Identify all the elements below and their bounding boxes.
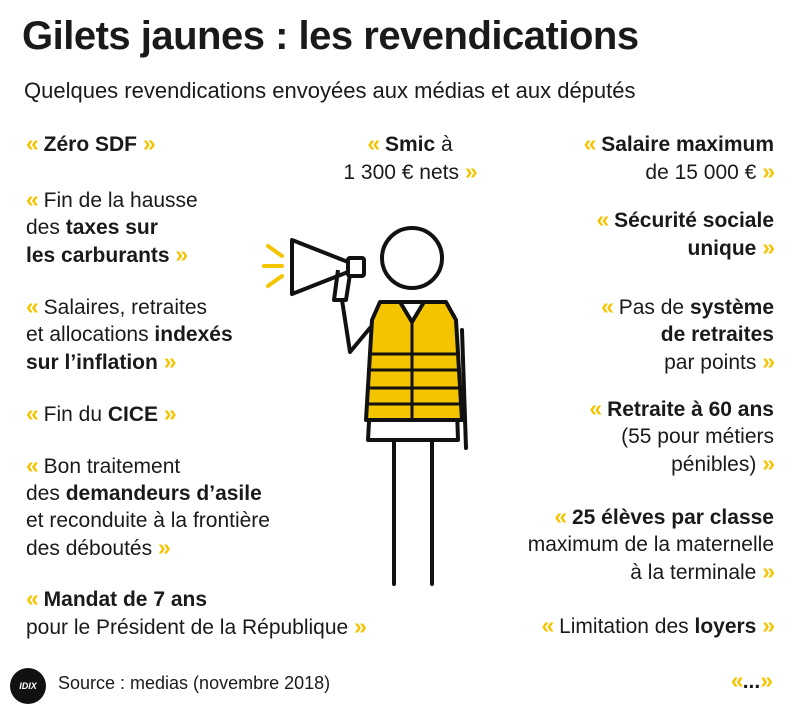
quote-close-icon: » — [157, 534, 171, 560]
quote-open-icon: « — [26, 293, 39, 319]
quote-open-icon: « — [583, 130, 597, 156]
quote-open-icon: « — [554, 503, 567, 529]
claim-asile: « Bon traitement des demandeurs d’asile … — [26, 452, 270, 560]
protester-illustration — [262, 226, 468, 586]
quote-close-icon: » — [760, 667, 773, 693]
yellow-vest — [364, 300, 464, 422]
quote-open-icon: « — [596, 206, 609, 232]
quote-open-icon: « — [730, 667, 744, 693]
quote-close-icon: » — [762, 450, 775, 476]
quote-open-icon: « — [589, 395, 602, 421]
quote-close-icon: » — [163, 348, 177, 374]
quote-close-icon: » — [762, 612, 775, 638]
claim-eleves-par-classe: « 25 élèves par classe maximum de la mat… — [527, 503, 775, 584]
source-note: Source : medias (novembre 2018) — [58, 673, 331, 693]
claim-retraite-60: « Retraite à 60 ans (55 pour métiers pén… — [589, 395, 775, 476]
claim-zero-sdf: « Zéro SDF » — [26, 130, 156, 156]
quote-open-icon: « — [541, 612, 554, 638]
claim-indexation: « Salaires, retraites et allocations ind… — [26, 293, 233, 374]
page-subtitle: Quelques revendications envoyées aux méd… — [24, 78, 636, 103]
quote-close-icon: » — [354, 613, 367, 639]
quote-close-icon: » — [142, 130, 156, 156]
quote-open-icon: « — [26, 452, 39, 478]
claim-cice: « Fin du CICE » — [26, 400, 177, 426]
claim-salaire-maximum: « Salaire maximum de 15 000 € » — [583, 130, 775, 184]
quote-open-icon: « — [601, 293, 614, 319]
head — [380, 226, 444, 290]
claim-taxes-carburants: « Fin de la hausse des taxes sur les car… — [26, 186, 198, 267]
quote-open-icon: « — [26, 186, 39, 212]
quote-close-icon: » — [762, 158, 775, 184]
quote-open-icon: « — [367, 130, 380, 156]
quote-close-icon: » — [175, 241, 188, 267]
idix-logo: IDIX — [10, 668, 46, 704]
megaphone-icon — [290, 238, 366, 302]
claim-securite-sociale: « Sécurité sociale unique » — [596, 206, 775, 260]
quote-close-icon: » — [762, 348, 775, 374]
claim-retraites-points: « Pas de système de retraites par points… — [601, 293, 775, 374]
sound-lines-icon — [262, 244, 284, 288]
quote-close-icon: » — [762, 234, 775, 260]
quote-close-icon: » — [762, 558, 775, 584]
quote-close-icon: » — [163, 400, 177, 426]
quote-open-icon: « — [26, 585, 39, 611]
claim-etc: «...» — [730, 667, 773, 693]
claim-mandat: « Mandat de 7 ans pour le Président de l… — [26, 585, 367, 639]
quote-close-icon: » — [464, 158, 478, 184]
claim-smic: « Smic à 1 300 € nets » — [343, 130, 478, 184]
quote-open-icon: « — [26, 400, 39, 426]
left-arm — [460, 328, 468, 450]
quote-open-icon: « — [26, 130, 39, 156]
page-title: Gilets jaunes : les revendications — [22, 14, 639, 58]
claim-loyers: « Limitation des loyers » — [541, 612, 775, 638]
